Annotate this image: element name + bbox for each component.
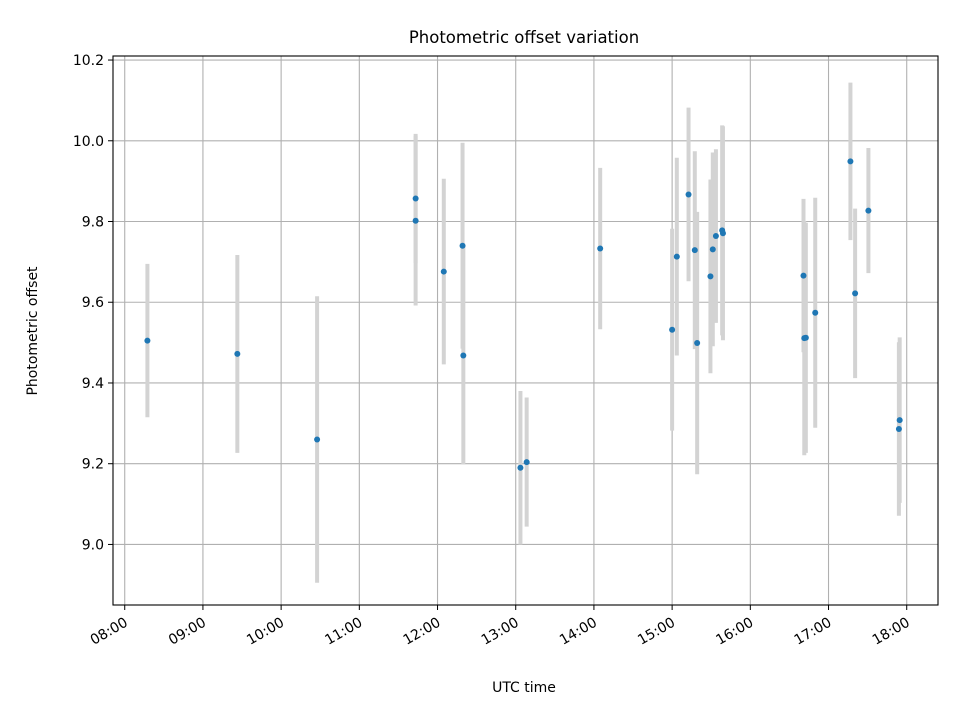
y-tick-label: 9.2 [82,457,104,473]
data-point [847,158,854,165]
data-point [144,337,151,344]
y-tick-label: 10.2 [73,53,104,69]
data-point [234,350,241,357]
data-point [802,334,809,341]
y-tick-label: 9.8 [82,215,104,231]
data-point [865,207,872,214]
data-point [460,352,467,359]
data-point [685,191,692,198]
data-point [523,459,530,466]
data-point [719,230,726,237]
data-point [691,247,698,254]
data-points [144,158,903,471]
grid [113,56,938,605]
y-axis-ticks: 9.0 9.2 9.4 9.6 9.8 10.0 10.2 [73,53,113,553]
data-point [412,217,419,224]
data-point [673,253,680,260]
data-point [709,246,716,253]
y-tick-label: 9.6 [82,295,104,311]
y-tick-label: 9.0 [82,537,104,553]
data-point [896,417,903,424]
data-point [707,273,714,280]
x-axis-label: UTC time [492,680,556,696]
data-point [852,290,859,297]
data-point [314,436,321,443]
y-axis-label: Photometric offset [25,266,41,396]
data-point [712,233,719,240]
data-point [669,326,676,333]
data-point [412,195,419,202]
data-point [694,340,701,347]
data-point [597,245,604,252]
data-point [517,464,524,471]
data-point [895,425,902,432]
y-tick-label: 10.0 [73,134,104,150]
data-point [800,272,807,279]
data-point [459,242,466,249]
chart-title: Photometric offset variation [409,28,639,47]
data-point [812,309,819,316]
plot-frame [112,55,939,606]
y-tick-label: 9.4 [82,376,104,392]
data-point [440,268,447,275]
